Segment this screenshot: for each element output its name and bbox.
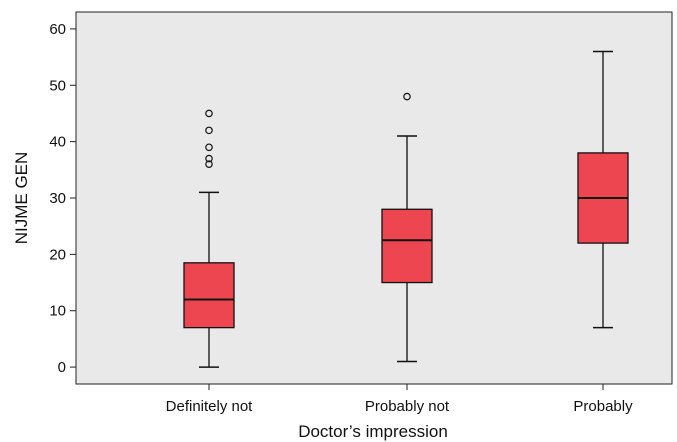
outlier-point: [403, 92, 411, 101]
outlier-point: [205, 143, 213, 152]
iqr-box: [381, 208, 433, 284]
outlier-point: [205, 160, 213, 168]
outlier-point: [205, 109, 213, 118]
y-tick-label: 0: [58, 359, 66, 376]
x-tick-label: Probably: [573, 398, 633, 415]
box-group: [577, 50, 629, 329]
x-axis-title: Doctor’s impression: [298, 422, 448, 441]
box-group: [183, 109, 235, 368]
outlier-point: [205, 126, 213, 135]
x-tick-label: Definitely not: [166, 398, 254, 415]
y-axis: 0 10 20 30 40 50 60: [49, 21, 76, 376]
y-tick-label: 20: [49, 246, 66, 263]
plot-area: [75, 11, 673, 385]
x-axis: Definitely not Probably not Probably: [166, 384, 633, 415]
y-axis-title: NIJME GEN: [12, 152, 31, 245]
y-tick-label: 10: [49, 303, 66, 320]
y-tick-label: 30: [49, 190, 66, 207]
y-tick-label: 60: [49, 21, 66, 38]
y-tick-label: 40: [49, 134, 66, 151]
box-group: [381, 92, 433, 363]
iqr-box: [183, 262, 235, 329]
box-series: [183, 50, 629, 368]
outlier-point: [205, 154, 213, 163]
x-tick-label: Probably not: [365, 398, 450, 415]
y-tick-label: 50: [49, 77, 66, 94]
